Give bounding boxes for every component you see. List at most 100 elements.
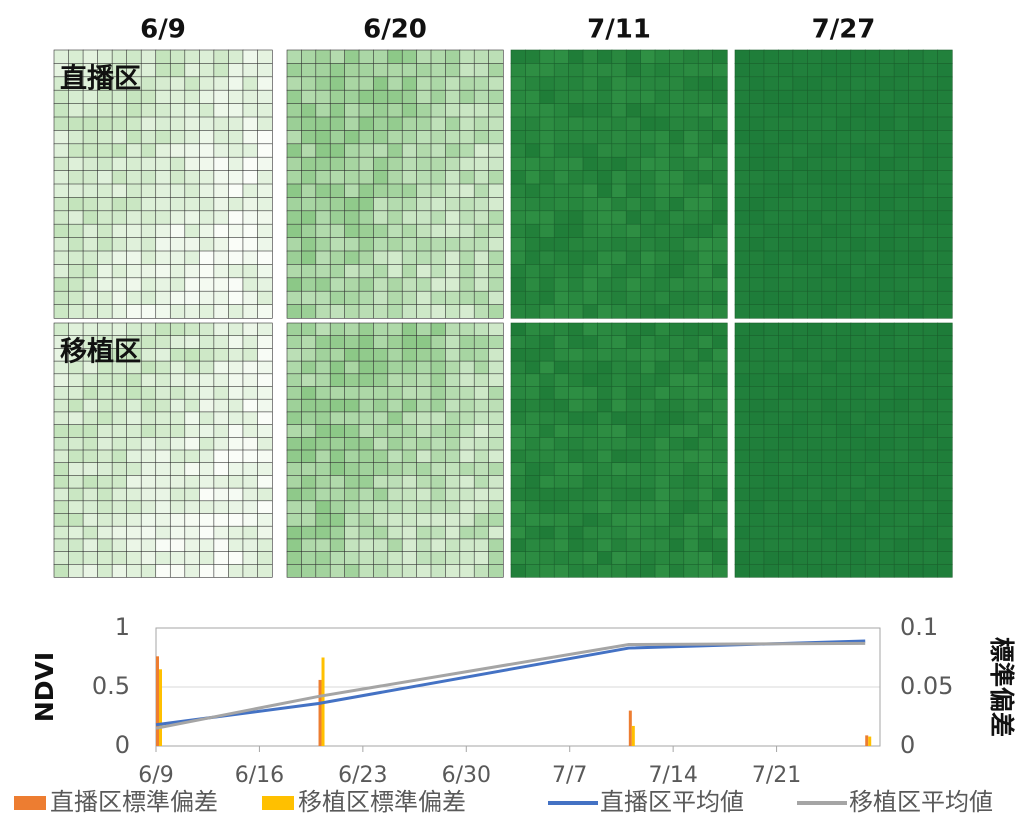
map-cell (140, 551, 157, 565)
map-cell (922, 264, 939, 279)
map-cell (763, 63, 780, 78)
map-cell (430, 223, 446, 239)
map-cell (286, 116, 302, 131)
map-cell (697, 487, 714, 502)
map-cell (893, 49, 910, 64)
map-cell (597, 563, 613, 578)
map-cell (539, 210, 555, 225)
map-cell (734, 76, 751, 91)
map-cell (937, 76, 953, 91)
map-cell (473, 322, 490, 337)
map-cell (697, 76, 714, 91)
map-cell (358, 183, 374, 198)
map-cell (459, 411, 475, 426)
map-cell (640, 462, 656, 477)
map-cell (763, 250, 780, 265)
map-cell (510, 322, 526, 337)
map-cell (68, 386, 84, 400)
map-cell (864, 525, 881, 540)
map-cell (568, 449, 584, 464)
map-cell (937, 210, 953, 225)
map-cell (553, 237, 570, 252)
map-cell (257, 264, 273, 279)
map-cell (553, 424, 570, 438)
map-cell (315, 398, 331, 413)
map-cell (184, 237, 200, 252)
map-cell (430, 373, 446, 388)
map-cell (835, 223, 852, 239)
map-cell (582, 210, 598, 225)
map-cell (807, 170, 823, 185)
map-cell (286, 475, 302, 489)
map-panel (53, 49, 273, 319)
map-cell (807, 183, 823, 198)
map-cell (654, 538, 670, 553)
map-cell (611, 76, 627, 91)
map-cell (401, 551, 418, 565)
map-cell (792, 143, 808, 158)
map-cell (582, 563, 598, 578)
map-cell (582, 290, 598, 306)
map-cell (539, 304, 555, 319)
map-cell (473, 63, 490, 78)
map-cell (553, 143, 570, 158)
map-cell (126, 462, 142, 477)
map-cell (654, 335, 670, 350)
map-cell (763, 386, 780, 400)
map-cell (286, 373, 302, 388)
map-cell (430, 63, 446, 78)
map-cell (329, 237, 346, 252)
map-cell (387, 49, 403, 64)
map-cell (922, 436, 939, 451)
map-cell (625, 348, 642, 362)
map-cell (749, 103, 765, 118)
map-cell (97, 250, 113, 265)
map-cell (712, 386, 728, 400)
map-cell (140, 525, 157, 540)
map-cell (68, 103, 84, 118)
map-cell (169, 237, 186, 252)
map-cell (242, 462, 259, 477)
map-cell (473, 525, 490, 540)
map-cell (864, 487, 881, 502)
map-cell (539, 264, 555, 279)
map-cell (329, 264, 346, 279)
map-cell (525, 386, 541, 400)
map-cell (430, 89, 446, 105)
map-cell (473, 449, 490, 464)
map-cell (763, 487, 780, 502)
map-cell (473, 348, 490, 362)
map-cell (228, 223, 244, 239)
map-cell (82, 475, 99, 489)
map-cell (864, 322, 881, 337)
map-cell (315, 525, 331, 540)
map-cell (53, 436, 70, 451)
map-cell (68, 436, 84, 451)
map-cell (654, 411, 670, 426)
map-cell (763, 290, 780, 306)
map-cell (344, 487, 360, 502)
map-cell (213, 487, 230, 502)
map-cell (445, 398, 461, 413)
map-cell (922, 449, 939, 464)
map-cell (213, 513, 230, 527)
map-cell (387, 411, 403, 426)
map-cell (301, 348, 317, 362)
map-cell (821, 475, 837, 489)
map-cell (53, 143, 70, 158)
map-cell (169, 183, 186, 198)
map-cell (778, 143, 794, 158)
map-cell (553, 130, 570, 145)
map-cell (539, 487, 555, 502)
bar (159, 669, 162, 746)
map-cell (473, 360, 490, 375)
map-cell (97, 103, 113, 118)
map-cell (358, 116, 374, 131)
map-cell (344, 424, 360, 438)
map-cell (140, 335, 157, 350)
map-cell (488, 525, 504, 540)
map-cell (155, 183, 171, 198)
map-cell (597, 551, 613, 565)
y2-tick-label: 0 (900, 731, 915, 759)
map-cell (669, 424, 685, 438)
